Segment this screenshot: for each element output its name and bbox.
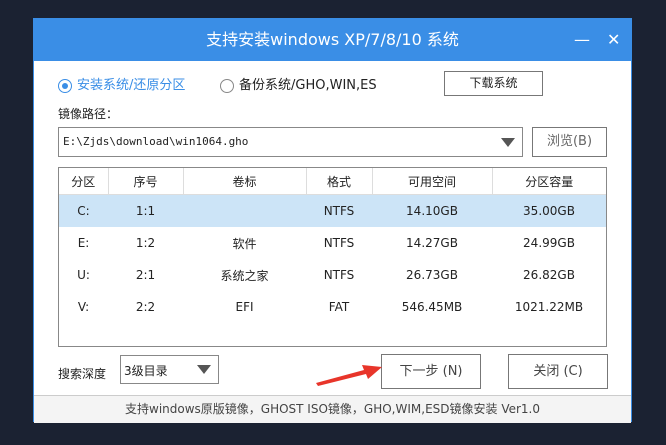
- path-select[interactable]: E:\Zjds\download\win1064.gho: [58, 127, 523, 157]
- depth-label: 搜索深度: [58, 367, 107, 381]
- radio-backup-label: 备份系统/GHO,WIN,ES: [239, 78, 377, 93]
- path-label: 镜像路径：: [58, 107, 119, 121]
- chevron-down-icon[interactable]: [501, 138, 515, 147]
- table-row[interactable]: U: 2:1 系统之家 NTFS 26.73GB 26.82GB: [59, 259, 606, 291]
- footer-text: 支持windows原版镜像，GHOST ISO镜像，GHO,WIM,ESD镜像安…: [34, 395, 631, 423]
- radio-install[interactable]: 安装系统/还原分区: [58, 74, 185, 93]
- chevron-down-icon[interactable]: [197, 365, 211, 374]
- col-label[interactable]: 卷标: [183, 168, 307, 195]
- cell: 1:1: [108, 194, 183, 227]
- table-header: 分区 序号 卷标 格式 可用空间 分区容量: [59, 168, 606, 195]
- table-row[interactable]: E: 1:2 软件 NTFS 14.27GB 24.99GB: [59, 227, 606, 259]
- download-button[interactable]: 下载系统: [444, 71, 543, 96]
- radio-backup[interactable]: 备份系统/GHO,WIN,ES: [220, 74, 377, 93]
- cell: NTFS: [306, 194, 372, 227]
- cell: U:: [77, 268, 90, 282]
- cell: 14.10GB: [372, 194, 492, 227]
- close-button[interactable]: 关闭 (C): [508, 354, 608, 389]
- cell: 26.73GB: [406, 268, 458, 282]
- cell: 1021.22MB: [514, 300, 584, 314]
- table-row[interactable]: C: 1:1 NTFS 14.10GB 35.00GB: [59, 194, 606, 227]
- radio-checked-icon: [58, 78, 72, 93]
- path-value: E:\Zjds\download\win1064.gho: [63, 135, 249, 148]
- cell: 2:2: [135, 300, 156, 314]
- cell: 35.00GB: [492, 194, 606, 227]
- minimize-icon[interactable]: —: [574, 30, 590, 49]
- col-format[interactable]: 格式: [306, 168, 373, 195]
- cell: 26.82GB: [523, 268, 575, 282]
- cell: FAT: [328, 300, 350, 314]
- depth-value: 3级目录: [124, 364, 168, 378]
- cell: 1:2: [135, 236, 156, 250]
- depth-select[interactable]: 3级目录: [120, 355, 219, 384]
- cell: 2:1: [135, 268, 156, 282]
- cell: EFI: [235, 300, 254, 314]
- installer-window: 支持安装windows XP/7/8/10 系统 — ✕ 安装系统/还原分区 备…: [33, 18, 632, 423]
- col-capacity[interactable]: 分区容量: [492, 168, 606, 195]
- close-icon[interactable]: ✕: [607, 30, 621, 49]
- cell: 546.45MB: [401, 300, 463, 314]
- radio-install-label: 安装系统/还原分区: [77, 78, 186, 93]
- cell: 14.27GB: [406, 236, 458, 250]
- col-index[interactable]: 序号: [108, 168, 184, 195]
- cell: V:: [77, 300, 90, 314]
- cell: E:: [77, 236, 90, 250]
- table-row[interactable]: V: 2:2 EFI FAT 546.45MB 1021.22MB: [59, 291, 606, 323]
- cell: 24.99GB: [523, 236, 575, 250]
- partition-table: 分区 序号 卷标 格式 可用空间 分区容量 C: 1:1 NTFS 14.10GB 35…: [58, 167, 607, 347]
- next-button[interactable]: 下一步 (N): [381, 354, 481, 389]
- cell: NTFS: [323, 236, 355, 250]
- cell: 软件: [232, 236, 257, 251]
- cell: C:: [59, 194, 108, 227]
- window-title: 支持安装windows XP/7/8/10 系统: [34, 19, 631, 61]
- browse-button[interactable]: 浏览(B): [532, 127, 607, 157]
- red-arrow-annotation: [316, 365, 382, 386]
- col-free[interactable]: 可用空间: [372, 168, 493, 195]
- cell: [183, 194, 306, 227]
- cell: NTFS: [323, 268, 355, 282]
- col-partition[interactable]: 分区: [59, 168, 109, 195]
- cell: 系统之家: [220, 268, 269, 283]
- radio-unchecked-icon: [220, 78, 234, 93]
